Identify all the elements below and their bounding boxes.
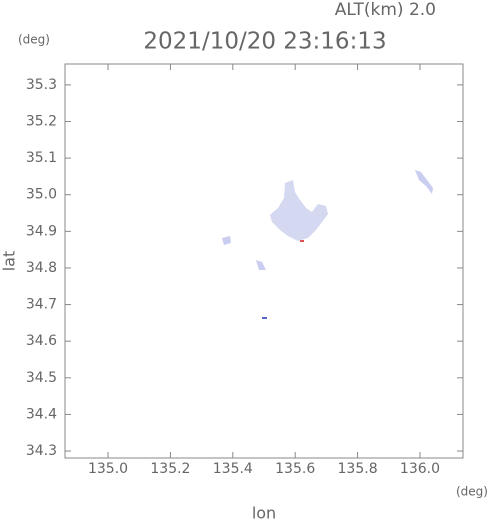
y-tick-label: 34.5 bbox=[26, 370, 57, 386]
echo bbox=[300, 240, 304, 242]
y-tick-label: 35.1 bbox=[26, 150, 57, 166]
y-tick-label: 34.7 bbox=[26, 297, 57, 313]
echo bbox=[415, 170, 433, 194]
x-tick-label: 135.2 bbox=[150, 461, 190, 477]
x-tick-label: 135.6 bbox=[275, 461, 315, 477]
chart-title: 2021/10/20 23:16:13 bbox=[143, 29, 386, 55]
echo bbox=[222, 236, 231, 245]
y-tick-label: 34.6 bbox=[26, 333, 57, 349]
y-tick-label: 35.3 bbox=[26, 77, 57, 93]
x-tick-label: 135.4 bbox=[213, 461, 253, 477]
echo bbox=[262, 317, 267, 319]
y-tick-label: 35.0 bbox=[26, 187, 57, 203]
x-axis-label: lon bbox=[252, 504, 276, 521]
altitude-label: ALT(km) 2.0 bbox=[335, 0, 436, 20]
y-axis-label: lat bbox=[0, 251, 19, 272]
x-tick-label: 135.8 bbox=[338, 461, 378, 477]
x-tick-label: 135.0 bbox=[88, 461, 128, 477]
y-tick-label: 34.8 bbox=[26, 260, 57, 276]
radar-echoes bbox=[222, 170, 433, 319]
x-unit: (deg) bbox=[456, 485, 488, 499]
y-tick-label: 34.9 bbox=[26, 223, 57, 239]
plot-frame bbox=[64, 63, 464, 459]
y-tick-label: 34.3 bbox=[26, 443, 57, 459]
y-tick-label: 34.4 bbox=[26, 406, 57, 422]
y-unit: (deg) bbox=[18, 33, 50, 47]
x-tick-label: 136.0 bbox=[400, 461, 440, 477]
echo bbox=[256, 260, 266, 270]
y-tick-label: 35.2 bbox=[26, 113, 57, 129]
echo bbox=[270, 180, 328, 241]
